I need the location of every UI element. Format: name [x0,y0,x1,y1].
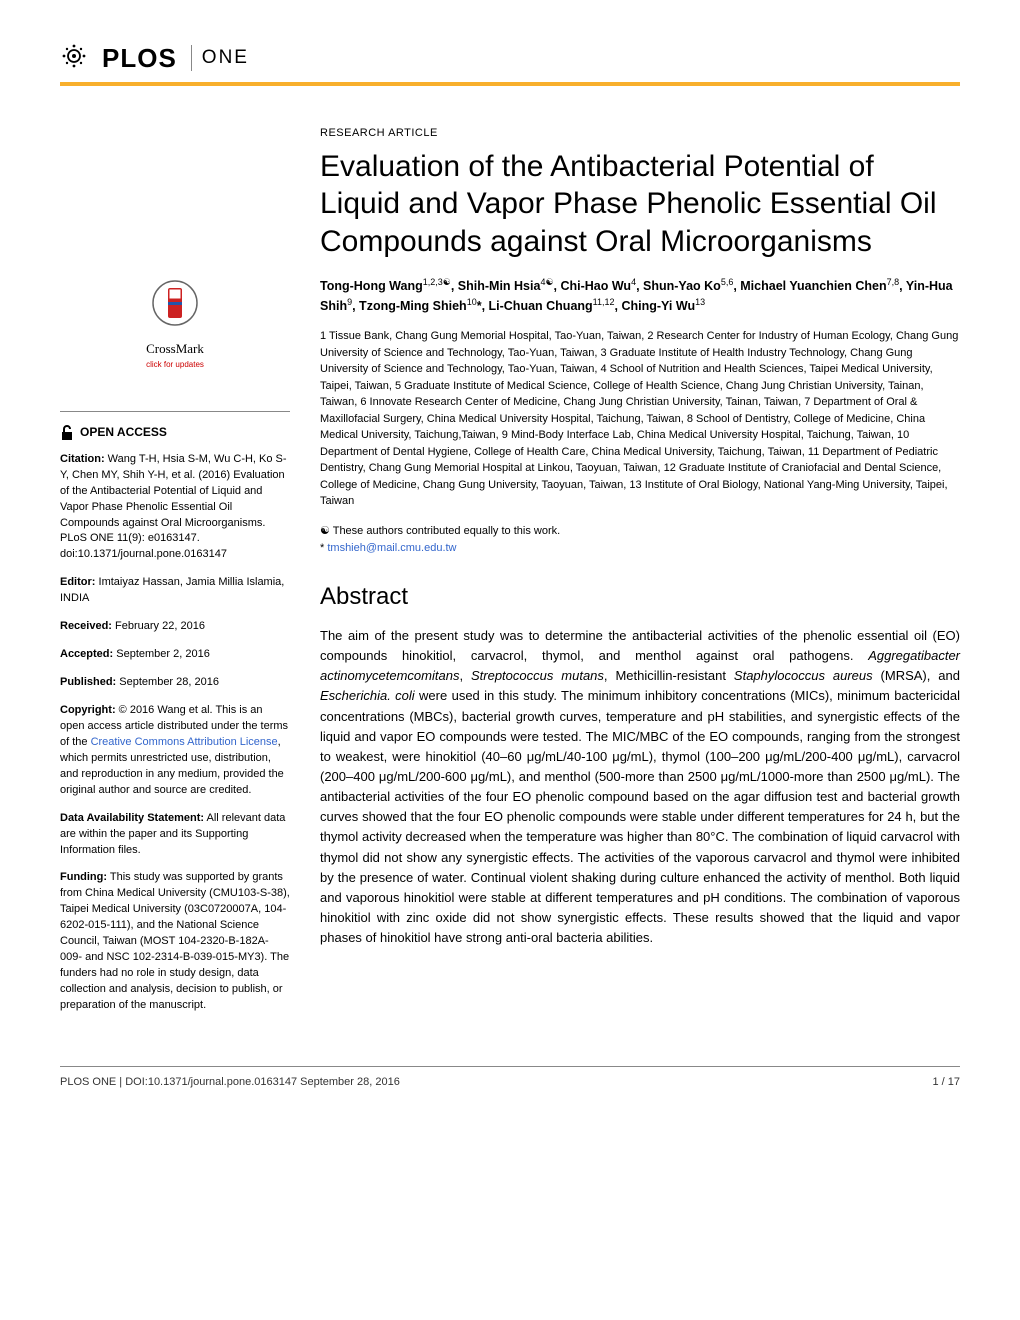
editor-label: Editor: [60,576,95,588]
open-access-badge: OPEN ACCESS [60,424,290,442]
page-footer: PLOS ONE | DOI:10.1371/journal.pone.0163… [60,1075,960,1090]
published-block: Published: September 28, 2016 [60,675,290,691]
plos-logo-icon [60,42,88,75]
journal-name: ONE [191,45,249,72]
corresp-symbol: * [320,542,324,554]
equal-contribution-note: ☯ These authors contributed equally to t… [320,524,960,539]
article-type: RESEARCH ARTICLE [320,126,960,141]
corresp-email-link[interactable]: tmshieh@mail.cmu.edu.tw [327,542,456,554]
corresponding-author: * tmshieh@mail.cmu.edu.tw [320,541,960,556]
affiliation-text: 1 Tissue Bank, Chang Gung Memorial Hospi… [320,330,958,507]
funding-label: Funding: [60,871,107,883]
sidebar-divider [60,411,290,412]
abstract-body: The aim of the present study was to dete… [320,626,960,948]
citation-label: Citation: [60,453,105,465]
data-label: Data Availability Statement: [60,812,204,824]
sidebar: CrossMark click for updates OPEN ACCESS … [60,126,290,1026]
published-label: Published: [60,676,116,688]
abstract-heading: Abstract [320,580,960,614]
main-content: RESEARCH ARTICLE Evaluation of the Antib… [320,126,960,1026]
accepted-block: Accepted: September 2, 2016 [60,647,290,663]
footer-left: PLOS ONE | DOI:10.1371/journal.pone.0163… [60,1075,400,1090]
affiliation-list: 1 Tissue Bank, Chang Gung Memorial Hospi… [320,328,960,510]
published-text: September 28, 2016 [116,676,219,688]
crossmark-widget[interactable]: CrossMark click for updates [60,276,290,370]
crossmark-sublabel: click for updates [60,359,290,371]
data-availability-block: Data Availability Statement: All relevan… [60,811,290,859]
open-access-icon [60,424,74,442]
article-title: Evaluation of the Antibacterial Potentia… [320,148,960,261]
funding-text: This study was supported by grants from … [60,871,290,1011]
cc-license-link[interactable]: Creative Commons Attribution License [91,736,278,748]
funding-block: Funding: This study was supported by gra… [60,870,290,1013]
footer-right: 1 / 17 [932,1075,960,1090]
citation-text: Wang T-H, Hsia S-M, Wu C-H, Ko S-Y, Chen… [60,453,287,561]
crossmark-icon [152,276,198,330]
footer-rule [60,1066,960,1067]
editor-block: Editor: Imtaiyaz Hassan, Jamia Millia Is… [60,575,290,607]
crossmark-label: CrossMark [60,340,290,359]
citation-block: Citation: Wang T-H, Hsia S-M, Wu C-H, Ko… [60,452,290,564]
received-block: Received: February 22, 2016 [60,619,290,635]
open-access-text: OPEN ACCESS [80,424,167,441]
accepted-label: Accepted: [60,648,113,660]
copyright-label: Copyright: [60,704,116,716]
plos-logo-text: PLOS [102,40,177,76]
copyright-block: Copyright: © 2016 Wang et al. This is an… [60,703,290,799]
received-label: Received: [60,620,112,632]
author-list: Tong-Hong Wang1,2,3☯, Shih-Min Hsia4☯, C… [320,276,960,316]
journal-header: PLOS ONE [60,40,960,76]
accepted-text: September 2, 2016 [113,648,210,660]
received-text: February 22, 2016 [112,620,205,632]
header-accent-rule [60,82,960,86]
